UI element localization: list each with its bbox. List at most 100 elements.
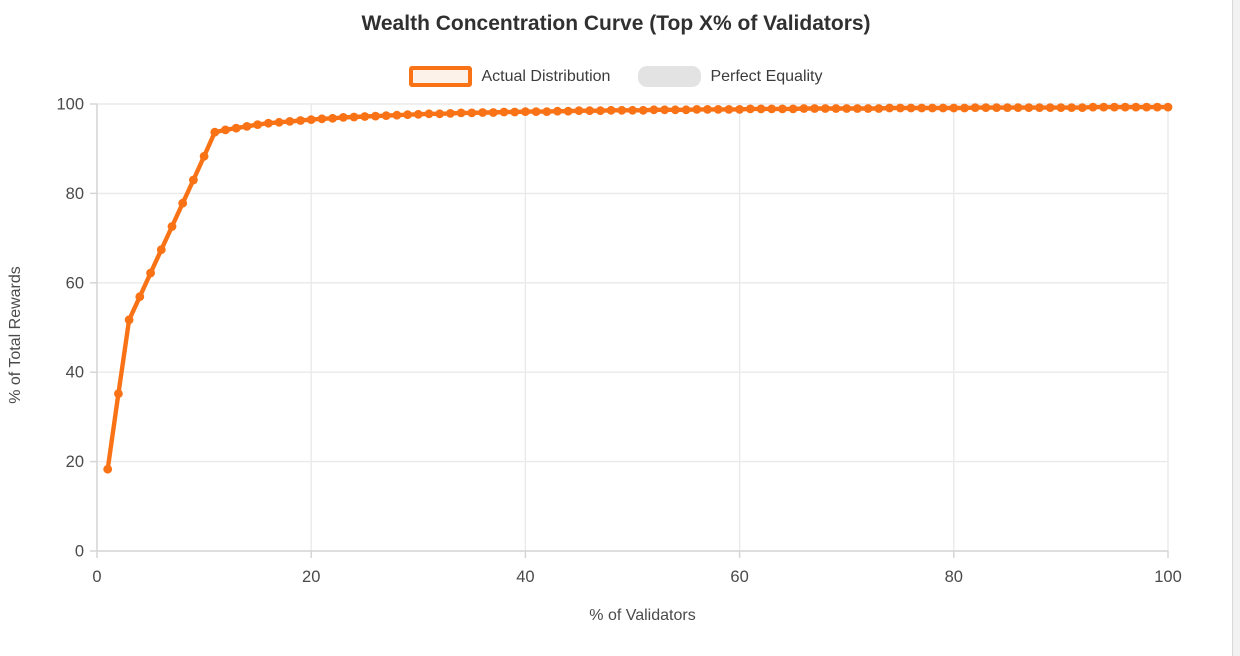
data-point[interactable] (670, 105, 680, 115)
data-point[interactable] (531, 107, 541, 116)
data-point[interactable] (970, 103, 980, 112)
data-point[interactable] (1056, 103, 1066, 112)
data-point[interactable] (135, 292, 145, 302)
data-point[interactable] (1152, 102, 1162, 112)
data-point[interactable] (178, 198, 188, 208)
data-point[interactable] (649, 105, 659, 115)
data-point[interactable] (306, 115, 316, 124)
data-point[interactable] (788, 104, 798, 114)
data-point[interactable] (703, 105, 712, 114)
data-point[interactable] (596, 106, 605, 116)
data-point[interactable] (724, 105, 734, 114)
data-point[interactable] (874, 104, 884, 113)
data-point[interactable] (478, 108, 487, 117)
data-point[interactable] (488, 108, 498, 117)
data-point[interactable] (1163, 102, 1173, 112)
data-point[interactable] (928, 103, 937, 113)
data-point[interactable] (1120, 102, 1130, 112)
data-point[interactable] (863, 104, 873, 113)
data-point[interactable] (1099, 102, 1109, 112)
data-point[interactable] (756, 104, 766, 114)
data-point[interactable] (1013, 103, 1023, 112)
data-point[interactable] (146, 268, 156, 278)
data-point[interactable] (585, 106, 595, 116)
data-point[interactable] (574, 106, 584, 116)
data-point[interactable] (1131, 102, 1141, 112)
data-point[interactable] (210, 127, 220, 137)
series-line-actual-distribution[interactable] (105, 104, 1171, 472)
legend-item-actual-distribution[interactable]: Actual Distribution (409, 66, 610, 87)
data-point[interactable] (917, 103, 927, 113)
data-point[interactable] (906, 103, 916, 113)
data-point[interactable] (274, 117, 284, 127)
data-point[interactable] (360, 112, 370, 121)
data-point[interactable] (381, 111, 391, 120)
data-point[interactable] (542, 107, 552, 116)
data-point[interactable] (403, 110, 412, 120)
data-point[interactable] (606, 105, 616, 115)
data-point[interactable] (103, 464, 113, 474)
data-point[interactable] (296, 116, 305, 125)
data-point[interactable] (745, 104, 755, 114)
data-point[interactable] (424, 109, 434, 119)
data-point[interactable] (853, 104, 862, 113)
data-point[interactable] (392, 110, 402, 120)
data-point[interactable] (371, 111, 380, 121)
data-point[interactable] (895, 103, 905, 113)
data-point[interactable] (981, 103, 991, 112)
data-point[interactable] (553, 106, 562, 116)
data-point[interactable] (124, 315, 134, 325)
data-point[interactable] (1045, 103, 1055, 112)
data-point[interactable] (156, 245, 166, 255)
data-point[interactable] (842, 104, 852, 113)
data-point[interactable] (1003, 103, 1012, 112)
data-point[interactable] (767, 104, 777, 114)
data-point[interactable] (735, 105, 744, 114)
data-point[interactable] (1067, 103, 1076, 112)
data-point[interactable] (810, 104, 819, 113)
data-point[interactable] (253, 120, 262, 129)
data-point[interactable] (638, 105, 648, 115)
data-point[interactable] (167, 222, 177, 231)
data-point[interactable] (820, 104, 830, 113)
data-point[interactable] (960, 103, 969, 113)
data-point[interactable] (446, 109, 455, 118)
data-point[interactable] (231, 123, 241, 133)
data-point[interactable] (617, 105, 627, 115)
data-point[interactable] (1142, 102, 1151, 112)
data-point[interactable] (221, 125, 230, 135)
data-point[interactable] (521, 107, 530, 116)
data-point[interactable] (114, 389, 123, 399)
data-point[interactable] (938, 103, 948, 113)
data-point[interactable] (713, 105, 723, 114)
data-point[interactable] (563, 106, 573, 116)
data-point[interactable] (189, 175, 198, 185)
data-point[interactable] (1088, 102, 1098, 112)
data-point[interactable] (1024, 103, 1034, 112)
data-point[interactable] (199, 151, 209, 161)
data-point[interactable] (660, 105, 669, 115)
data-point[interactable] (885, 103, 894, 113)
data-point[interactable] (831, 104, 841, 113)
data-point[interactable] (264, 118, 273, 128)
data-point[interactable] (681, 105, 691, 115)
data-point[interactable] (317, 114, 327, 124)
data-point[interactable] (456, 108, 466, 118)
data-point[interactable] (692, 105, 702, 114)
data-point[interactable] (1035, 103, 1044, 112)
data-point[interactable] (510, 107, 520, 117)
legend-item-perfect-equality[interactable]: Perfect Equality (638, 66, 823, 87)
data-point[interactable] (285, 117, 295, 126)
data-point[interactable] (242, 122, 252, 131)
data-point[interactable] (992, 103, 1001, 112)
data-point[interactable] (467, 108, 477, 118)
data-point[interactable] (778, 104, 787, 114)
data-point[interactable] (328, 113, 337, 123)
data-point[interactable] (799, 104, 809, 113)
data-point[interactable] (949, 103, 959, 113)
data-point[interactable] (499, 107, 509, 117)
data-point[interactable] (435, 109, 445, 119)
data-point[interactable] (413, 109, 423, 119)
data-point[interactable] (338, 113, 348, 122)
